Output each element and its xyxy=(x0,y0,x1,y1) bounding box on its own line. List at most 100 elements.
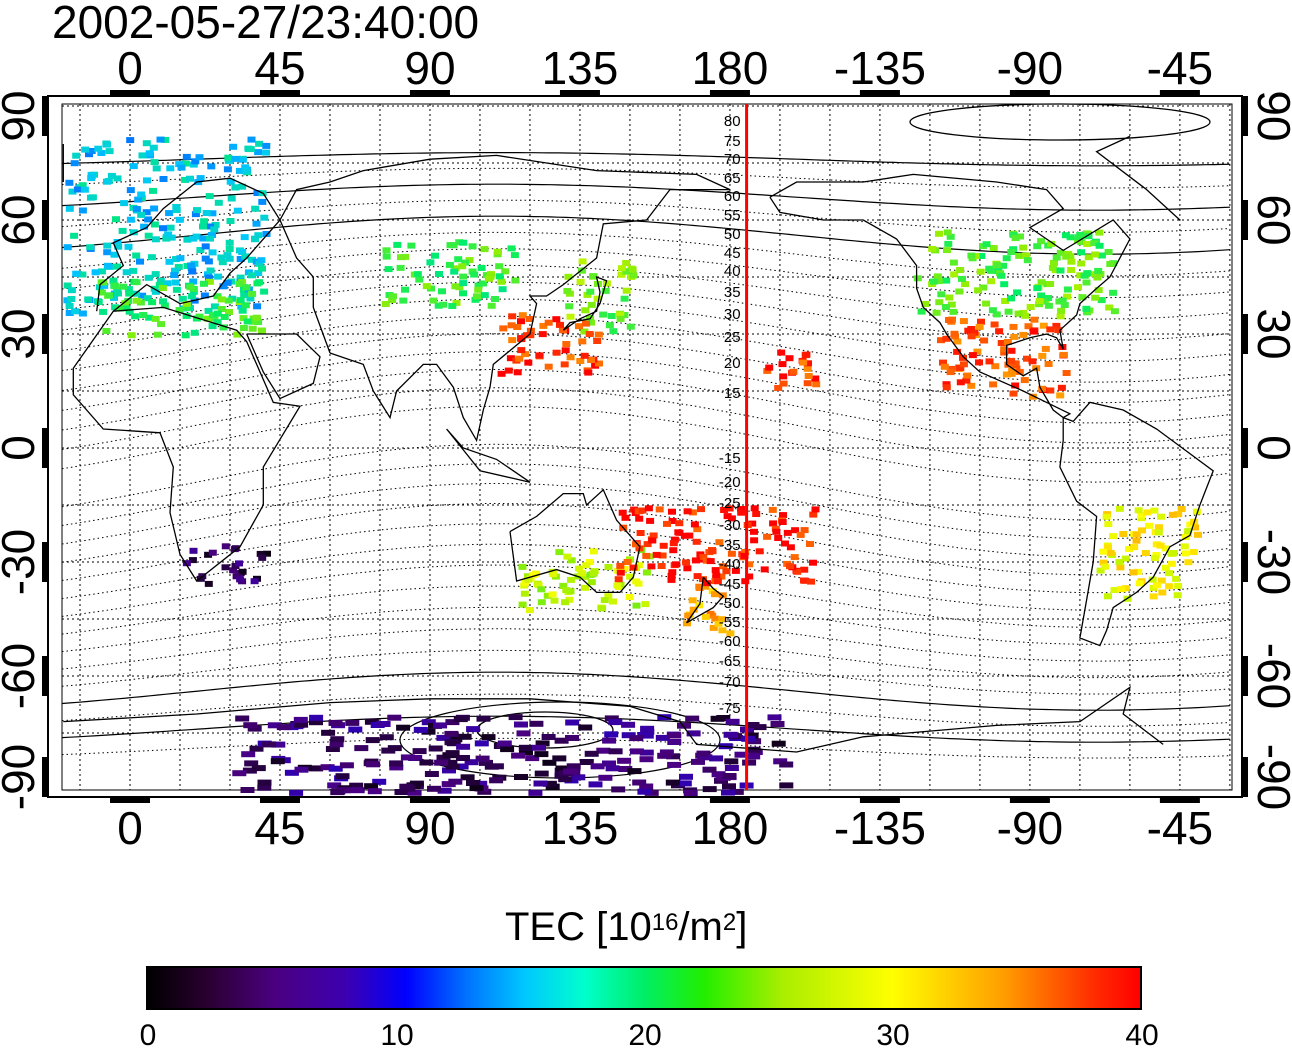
tec-cell xyxy=(1083,241,1092,247)
tec-cell xyxy=(210,226,219,233)
tec-cell xyxy=(1057,307,1066,314)
tec-cell xyxy=(330,789,345,796)
tec-cell xyxy=(990,321,999,328)
axes: 0045459090135135180180-135-135-90-90-45-… xyxy=(0,42,1292,854)
tec-cell xyxy=(196,575,205,582)
tec-cell xyxy=(1059,351,1068,358)
tec-cell xyxy=(518,601,527,608)
tec-cell xyxy=(1035,301,1044,308)
tec-cell xyxy=(431,252,439,259)
tec-cell xyxy=(988,307,997,314)
x-tick-label-bottom: -45 xyxy=(1147,802,1213,854)
tec-cell xyxy=(270,758,285,765)
tec-cell xyxy=(617,265,626,272)
tec-cell xyxy=(607,313,616,319)
tec-cell xyxy=(580,328,589,335)
tec-cell xyxy=(675,529,684,536)
tec-cell xyxy=(171,256,180,263)
tec-cell xyxy=(364,718,379,725)
tec-cell xyxy=(725,505,734,512)
tec-cell xyxy=(452,299,461,306)
tec-cell xyxy=(500,746,515,753)
tec-cell xyxy=(611,786,626,793)
tec-cell xyxy=(555,549,564,556)
tec-cell xyxy=(156,277,165,284)
tec-cell xyxy=(160,302,169,309)
tec-cell xyxy=(1110,308,1119,315)
tec-cell xyxy=(148,299,157,306)
tec-cell xyxy=(642,552,651,559)
tec-cell xyxy=(1117,586,1126,593)
tec-cell xyxy=(132,252,141,259)
tec-cell xyxy=(672,561,681,568)
tec-cell xyxy=(765,364,774,371)
tec-cell xyxy=(126,137,135,144)
tec-cell xyxy=(252,220,261,227)
tec-cell xyxy=(945,317,953,323)
tec-cell xyxy=(136,258,144,265)
tec-cell xyxy=(189,278,198,285)
tec-cell xyxy=(1150,555,1159,561)
tec-cell xyxy=(1007,295,1016,302)
tec-cell xyxy=(1008,368,1017,374)
contour-label: -15 xyxy=(719,450,741,467)
tec-cell xyxy=(189,161,198,168)
tec-cell xyxy=(231,545,240,552)
tec-cell xyxy=(771,525,780,532)
tec-cell xyxy=(225,239,234,246)
tec-cell xyxy=(172,207,181,214)
tec-cell xyxy=(445,261,454,268)
tec-cell xyxy=(235,167,244,174)
tec-cell xyxy=(566,354,575,361)
tec-cell xyxy=(125,290,134,297)
tec-cell xyxy=(78,310,87,317)
tec-cell xyxy=(688,509,697,516)
tec-cell xyxy=(604,715,619,722)
tec-cell xyxy=(567,576,575,583)
tec-cell xyxy=(580,352,589,359)
tec-cell xyxy=(257,257,266,264)
tec-cell xyxy=(701,613,710,620)
tec-cell xyxy=(327,782,342,789)
tec-cell xyxy=(477,788,492,795)
tec-cell xyxy=(932,309,941,316)
y-tick-left xyxy=(42,314,48,354)
tec-cell xyxy=(499,325,508,332)
tec-cell xyxy=(1082,305,1091,312)
tec-cell xyxy=(450,268,459,275)
tec-cell xyxy=(208,210,217,217)
tec-cell xyxy=(977,318,985,325)
tec-cell xyxy=(967,252,976,259)
tec-cell xyxy=(1161,564,1170,571)
tec-cell xyxy=(748,520,757,527)
tec-cell xyxy=(329,741,344,748)
tec-cell xyxy=(459,290,467,297)
tec-cell xyxy=(459,239,468,246)
tec-cell xyxy=(685,715,700,722)
tec-cell xyxy=(561,599,570,606)
tec-cell xyxy=(172,204,181,210)
tec-cell xyxy=(199,235,208,242)
contour-label: 60 xyxy=(724,188,741,205)
tec-cell xyxy=(987,278,996,285)
tec-cell xyxy=(207,163,216,170)
tec-cell xyxy=(242,767,257,774)
tec-cell xyxy=(778,519,787,525)
tec-cell xyxy=(967,382,976,389)
tec-cell xyxy=(921,301,930,307)
tec-cell xyxy=(199,223,207,230)
tec-cell xyxy=(328,719,343,726)
tec-cell xyxy=(627,768,642,775)
tec-cell xyxy=(136,299,145,306)
tec-cell xyxy=(258,265,266,272)
tec-cell xyxy=(1019,244,1028,251)
tec-cell xyxy=(382,253,391,260)
tec-cell xyxy=(445,719,460,726)
tec-cell xyxy=(235,280,244,287)
tec-cell xyxy=(1095,229,1104,236)
tec-cell xyxy=(394,789,409,795)
tec-cell xyxy=(459,273,468,280)
tec-cell xyxy=(913,275,922,282)
tec-cell xyxy=(968,352,977,359)
tec-cell xyxy=(608,719,623,726)
